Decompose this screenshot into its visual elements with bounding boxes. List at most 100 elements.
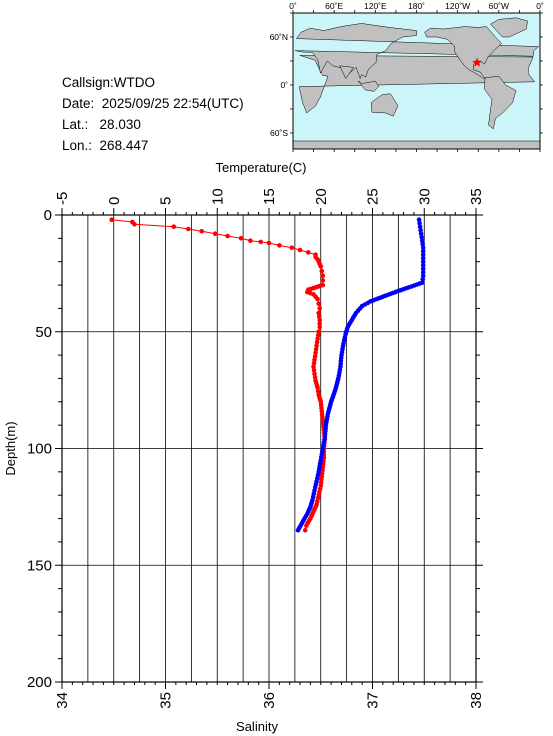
date-label: Date: xyxy=(62,96,95,111)
map-land-eurasia xyxy=(295,23,540,80)
map-lat-label: 0˚ xyxy=(280,80,288,90)
temperature-point xyxy=(312,357,317,363)
temperature-point xyxy=(312,354,318,359)
temperature-tick-label: 0 xyxy=(106,197,123,205)
temperature-point xyxy=(316,329,322,335)
salinity-point xyxy=(420,269,426,275)
salinity-point xyxy=(418,231,424,236)
salinity-point xyxy=(420,273,426,279)
salinity-point xyxy=(420,262,426,268)
map-lon-label: 60˚W xyxy=(489,1,509,11)
map-location-marker xyxy=(472,57,482,67)
temperature-point xyxy=(225,233,230,239)
chart-series xyxy=(109,217,426,533)
temperature-point xyxy=(297,247,303,253)
map-land-seasia xyxy=(358,80,380,92)
salinity-tick-label: 36 xyxy=(261,692,278,709)
salinity-point xyxy=(420,276,426,282)
temperature-tick-label: 15 xyxy=(261,188,278,205)
temperature-point xyxy=(317,317,323,323)
map-land-south-america xyxy=(484,75,517,130)
map-lat-label: 60˚N xyxy=(270,32,288,42)
salinity-point xyxy=(420,255,426,261)
temperature-point xyxy=(238,236,244,241)
temperature-tick-label: 10 xyxy=(209,188,226,205)
temperature-point xyxy=(318,264,324,269)
lon-row: Lon.: 268.447 xyxy=(62,135,244,156)
temperature-point xyxy=(258,239,264,245)
lon-label: Lon.: xyxy=(62,138,93,153)
temperature-point xyxy=(315,389,321,394)
map-lon-label: 120˚W xyxy=(445,1,470,11)
salinity-series xyxy=(295,217,426,533)
temperature-point xyxy=(277,243,282,248)
salinity-point xyxy=(416,217,422,222)
depth-axis-title: Depth(m) xyxy=(3,421,18,475)
temperature-point xyxy=(317,306,323,311)
temperature-point xyxy=(109,217,114,222)
map-land xyxy=(293,17,540,149)
temperature-tick-label: 5 xyxy=(158,197,175,205)
salinity-tick-label: 37 xyxy=(365,692,382,709)
temperature-point xyxy=(171,224,177,229)
depth-tick-label: 50 xyxy=(35,324,52,341)
temperature-point xyxy=(320,278,326,283)
temperature-tick-label: 30 xyxy=(416,188,433,205)
depth-tick-label: 200 xyxy=(27,674,52,691)
map-lon-label: 180˚ xyxy=(408,1,425,11)
temperature-axis-title: Temperature(C) xyxy=(215,160,306,175)
depth-tick-label: 0 xyxy=(44,207,52,224)
temperature-point xyxy=(304,523,309,528)
map-land-australia xyxy=(370,93,399,117)
salinity-point xyxy=(417,224,423,229)
temperature-point xyxy=(314,340,320,345)
temperature-point xyxy=(212,231,218,236)
profile-info: Callsign:WTDO Date: 2025/09/25 22:54(UTC… xyxy=(62,72,244,156)
temperature-point xyxy=(302,527,308,533)
temperature-point xyxy=(315,296,320,302)
salinity-point xyxy=(420,266,426,272)
callsign-text: Callsign:WTDO xyxy=(62,75,156,90)
temperature-line xyxy=(111,219,326,531)
temperature-point xyxy=(312,375,318,380)
temperature-point xyxy=(132,222,137,227)
salinity-point xyxy=(420,252,426,257)
temperature-point xyxy=(319,268,325,274)
salinity-point xyxy=(420,245,426,250)
lat-value: 28.030 xyxy=(99,117,141,132)
temperature-point xyxy=(311,361,317,366)
temperature-point xyxy=(289,245,295,250)
salinity-point xyxy=(419,238,425,243)
temperature-point xyxy=(315,385,320,391)
map-land-india xyxy=(339,65,354,80)
temperature-point xyxy=(312,371,317,377)
salinity-point xyxy=(295,527,301,533)
map-lon-label: 0˚ xyxy=(289,1,297,11)
temperature-point xyxy=(199,229,204,234)
date-value: 2025/09/25 22:54(UTC) xyxy=(101,96,244,111)
temperature-tick-label: 35 xyxy=(468,188,485,205)
salinity-tick-label: 35 xyxy=(158,692,175,709)
depth-tick-label: 150 xyxy=(27,557,52,574)
map-ticks xyxy=(290,10,543,152)
temperature-point xyxy=(311,368,317,373)
temperature-point xyxy=(306,250,311,255)
temperature-point xyxy=(316,301,322,307)
temperature-point xyxy=(314,343,319,349)
salinity-point xyxy=(420,241,426,247)
date-row: Date: 2025/09/25 22:54(UTC) xyxy=(62,93,244,114)
salinity-point xyxy=(420,248,426,254)
chart-axes xyxy=(55,208,483,689)
lat-label: Lat.: xyxy=(62,117,89,132)
salinity-tick-label: 38 xyxy=(468,692,485,709)
salinity-axis-title: Salinity xyxy=(236,719,278,734)
temperature-point xyxy=(317,324,323,330)
temperature-series xyxy=(109,217,328,533)
salinity-point xyxy=(418,227,423,233)
temperature-tick-label: 20 xyxy=(313,188,330,205)
depth-tick-label: 100 xyxy=(27,441,52,458)
salinity-point xyxy=(419,234,425,240)
temperature-tick-label: -5 xyxy=(54,192,71,205)
